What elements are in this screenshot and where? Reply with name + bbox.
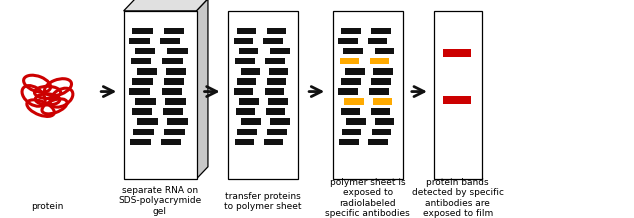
Bar bbox=[340, 108, 360, 115]
Bar bbox=[242, 119, 261, 125]
Bar bbox=[368, 139, 388, 145]
Bar bbox=[341, 78, 361, 85]
Bar bbox=[443, 49, 471, 57]
Bar bbox=[236, 108, 256, 115]
Bar bbox=[373, 68, 393, 75]
Bar bbox=[344, 98, 363, 105]
Polygon shape bbox=[124, 11, 197, 179]
Bar bbox=[372, 78, 391, 85]
Text: transfer proteins
to polymer sheet: transfer proteins to polymer sheet bbox=[224, 192, 302, 211]
Text: polymer sheet is
exposed to
radiolabeled
specific antibodies: polymer sheet is exposed to radiolabeled… bbox=[325, 178, 410, 218]
Bar bbox=[236, 28, 256, 34]
Bar bbox=[133, 129, 153, 135]
Bar bbox=[341, 28, 361, 34]
Bar bbox=[263, 38, 283, 44]
Bar bbox=[133, 28, 153, 34]
Bar bbox=[368, 38, 387, 44]
Polygon shape bbox=[434, 11, 482, 179]
Bar bbox=[164, 28, 184, 34]
Bar bbox=[164, 129, 185, 135]
Bar bbox=[162, 88, 182, 95]
Bar bbox=[375, 119, 394, 125]
Bar bbox=[234, 88, 254, 95]
Bar bbox=[339, 139, 359, 145]
Bar bbox=[132, 108, 152, 115]
Bar bbox=[240, 98, 259, 105]
Bar bbox=[375, 48, 394, 54]
Bar bbox=[264, 139, 283, 145]
Polygon shape bbox=[124, 0, 208, 11]
Bar bbox=[344, 48, 363, 54]
Bar bbox=[370, 58, 389, 65]
Bar bbox=[131, 58, 152, 65]
Bar bbox=[241, 68, 261, 75]
Polygon shape bbox=[197, 0, 208, 179]
Bar bbox=[369, 88, 389, 95]
Bar bbox=[268, 98, 287, 105]
Bar bbox=[234, 38, 254, 44]
Bar bbox=[137, 68, 157, 75]
Bar bbox=[372, 28, 391, 34]
Bar bbox=[268, 129, 287, 135]
Bar bbox=[346, 68, 365, 75]
Bar bbox=[129, 88, 150, 95]
Bar bbox=[130, 139, 151, 145]
Bar bbox=[135, 98, 156, 105]
Bar bbox=[269, 68, 288, 75]
Polygon shape bbox=[228, 11, 298, 179]
Bar bbox=[134, 48, 155, 54]
Bar bbox=[238, 48, 258, 54]
Bar bbox=[264, 88, 284, 95]
Bar bbox=[164, 78, 184, 85]
Bar bbox=[373, 98, 392, 105]
Bar bbox=[133, 78, 153, 85]
Bar bbox=[235, 139, 254, 145]
Bar bbox=[339, 38, 358, 44]
Bar bbox=[270, 48, 290, 54]
Bar bbox=[266, 28, 286, 34]
Bar bbox=[266, 78, 286, 85]
Bar bbox=[163, 108, 183, 115]
Bar bbox=[161, 139, 181, 145]
Bar bbox=[236, 78, 256, 85]
Bar bbox=[237, 129, 257, 135]
Bar bbox=[266, 108, 285, 115]
Bar bbox=[370, 108, 390, 115]
Bar bbox=[165, 98, 186, 105]
Bar bbox=[340, 58, 359, 65]
Text: protein bands
detected by specific
antibodies are
exposed to film: protein bands detected by specific antib… bbox=[411, 178, 504, 218]
Bar bbox=[138, 119, 158, 125]
Bar bbox=[346, 119, 366, 125]
Bar bbox=[372, 129, 391, 135]
Bar bbox=[162, 58, 183, 65]
Bar bbox=[166, 68, 186, 75]
Bar bbox=[342, 129, 361, 135]
Text: protein: protein bbox=[31, 203, 64, 211]
Polygon shape bbox=[333, 11, 403, 179]
Bar bbox=[167, 48, 188, 54]
Text: separate RNA on
SDS-polyacrymide
gel: separate RNA on SDS-polyacrymide gel bbox=[118, 186, 202, 216]
Bar bbox=[129, 38, 150, 44]
Bar bbox=[270, 119, 290, 125]
Bar bbox=[265, 58, 285, 65]
Bar bbox=[235, 58, 255, 65]
Bar bbox=[339, 88, 358, 95]
Bar bbox=[443, 96, 471, 104]
Bar bbox=[160, 38, 181, 44]
Bar bbox=[167, 119, 188, 125]
